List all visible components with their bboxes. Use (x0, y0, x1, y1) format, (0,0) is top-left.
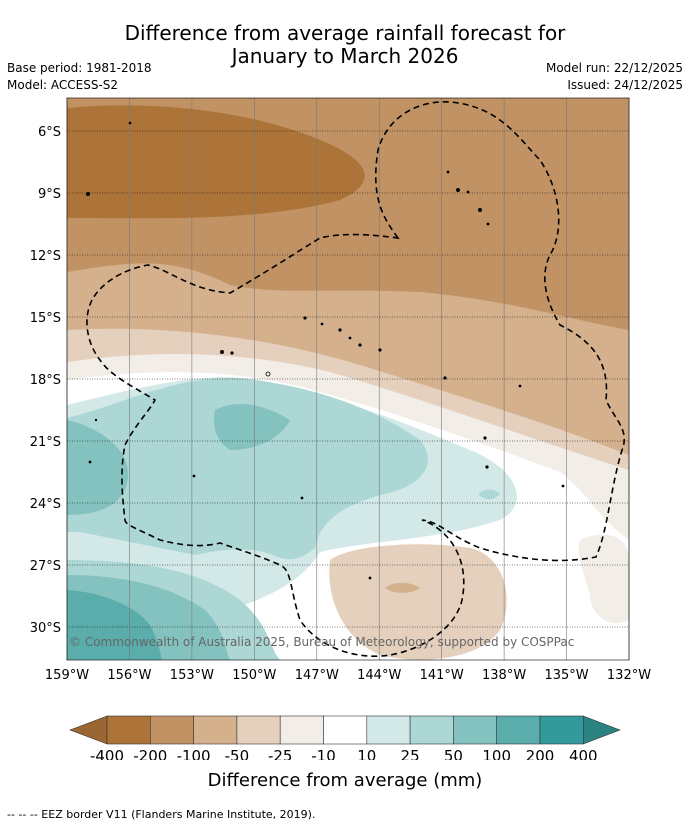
colorbar-tick-label: 100 (482, 747, 511, 760)
colorbar-tick-label: -100 (177, 747, 211, 760)
longitude-labels: 159°W 156°W 153°W 150°W 147°W 144°W 141°W 138°W… (45, 668, 651, 683)
lat-label: 24°S (30, 497, 61, 512)
colorbar-tick-label: 50 (444, 747, 463, 760)
eez-footnote: -- -- -- EEZ border V11 (Flanders Marine… (7, 808, 316, 821)
latitude-labels: 6°S 9°S 12°S 15°S 18°S 21°S 24°S 27°S 30°S (30, 125, 61, 636)
field-light-wet-spot (578, 534, 629, 624)
colorbar-over-arrow (582, 715, 621, 745)
lon-label: 144°W (357, 668, 401, 683)
colorbar-swatch (279, 715, 324, 745)
colorbar-tick-label: -25 (268, 747, 293, 760)
eez-border (86, 101, 625, 658)
lon-label: 141°W (420, 668, 464, 683)
model-run-date: Model run: 22/12/2025 (545, 61, 683, 75)
colorbar-tick-label: -400 (90, 747, 124, 760)
field-driest-band (67, 105, 365, 219)
lat-label: 12°S (30, 249, 61, 264)
colorbar-tick-label: -10 (311, 747, 336, 760)
lat-label: 15°S (30, 311, 61, 326)
lat-label: 27°S (30, 559, 61, 574)
lon-label: 138°W (482, 668, 526, 683)
model-name: Model: ACCESS-S2 (7, 78, 119, 92)
colorbar-tick-label: 200 (526, 747, 555, 760)
lon-label: 132°W (607, 668, 651, 683)
colorbar-swatch (453, 715, 497, 745)
colorbar-tick-label: -50 (225, 747, 250, 760)
lat-label: 9°S (38, 187, 61, 202)
issued-date: Issued: 24/12/2025 (567, 78, 683, 92)
base-period: Base period: 1981-2018 (7, 61, 152, 75)
map-frame (66, 97, 630, 661)
colorbar-tick-label: -200 (133, 747, 167, 760)
title-line-2: January to March 2026 (231, 44, 459, 68)
colorbar-swatch (323, 715, 368, 745)
colorbar-swatch (496, 715, 541, 745)
lat-label: 21°S (30, 435, 61, 450)
islands (86, 121, 565, 580)
field-wetter-center (213, 404, 290, 450)
colorbar-tick-label: 25 (401, 747, 420, 760)
colorbar-swatch (106, 715, 151, 745)
lon-label: 147°W (295, 668, 339, 683)
chart-title: Difference from average rainfall forecas… (0, 22, 690, 68)
field-wet-spot-east (478, 489, 500, 500)
colorbar-labels: -400 -200 -100 -50 -25 -10 10 25 50 100 200 400 (90, 747, 598, 760)
grid-lines (66, 98, 630, 660)
rainfall-map: . © Commonwealth of Australia 2025, Bure… (30, 97, 651, 760)
colorbar-tick-label: 400 (569, 747, 598, 760)
field-wettest-south (67, 590, 162, 660)
field-dry-south (329, 544, 507, 660)
lon-label: 135°W (544, 668, 588, 683)
lon-label: 150°W (232, 668, 276, 683)
field-dry-south-core (385, 582, 420, 593)
field-wetter (67, 420, 129, 515)
colorbar-under-arrow (69, 715, 108, 745)
colorbar-swatch (236, 715, 281, 745)
colorbar (69, 715, 621, 745)
colorbar-swatch (366, 715, 411, 745)
title-line-1: Difference from average rainfall forecas… (124, 21, 566, 45)
colorbar-tick-label: 10 (357, 747, 376, 760)
copyright-note: © Commonwealth of Australia 2025, Bureau… (69, 635, 574, 649)
lat-label: 18°S (30, 373, 61, 388)
colorbar-swatch (150, 715, 194, 745)
lon-label: 159°W (45, 668, 89, 683)
lat-label: 30°S (30, 621, 61, 636)
colorbar-swatch (193, 715, 238, 745)
lat-label: 6°S (38, 125, 61, 140)
run-info: Model run: 22/12/2025 Issued: 24/12/2025 (546, 60, 683, 94)
lon-label: 156°W (107, 668, 151, 683)
lon-label: 153°W (170, 668, 214, 683)
colorbar-swatch (409, 715, 454, 745)
colorbar-title: Difference from average (mm) (207, 770, 483, 791)
field-wet (67, 378, 428, 560)
base-info: Base period: 1981-2018 Model: ACCESS-S2 (7, 60, 152, 94)
colorbar-swatch (539, 715, 584, 745)
